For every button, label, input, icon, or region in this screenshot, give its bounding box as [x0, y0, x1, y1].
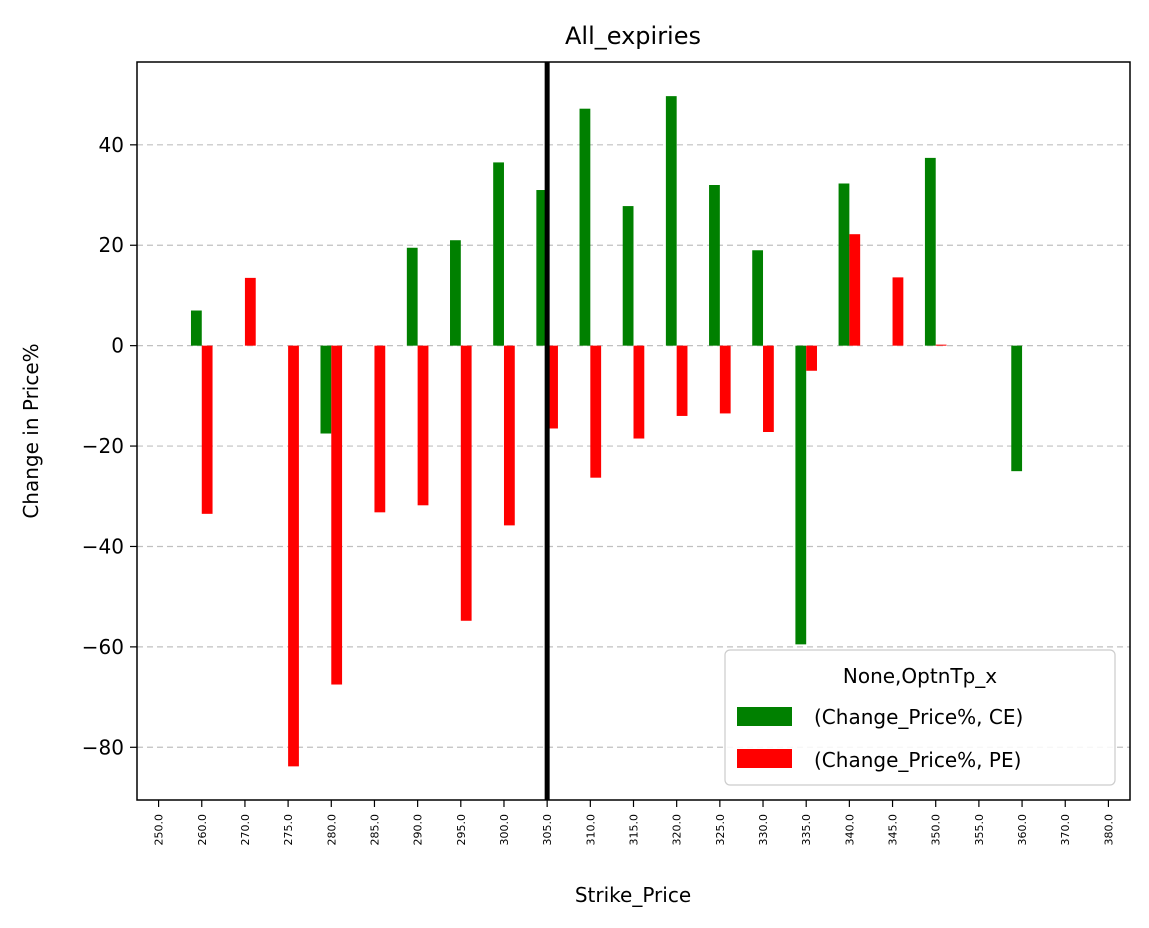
y-tick-label: 0 — [111, 334, 124, 358]
x-tick-label: 260.0 — [196, 814, 209, 846]
legend-label-ce: (Change_Price%, CE) — [814, 705, 1023, 729]
x-tick-label: 340.0 — [843, 814, 856, 846]
bar-ce — [536, 190, 548, 346]
y-tick-label: −40 — [82, 534, 124, 558]
bar-pe — [417, 345, 429, 506]
legend-swatch-ce — [737, 707, 792, 726]
bar-pe — [244, 277, 256, 346]
x-tick-label: 300.0 — [498, 814, 511, 846]
y-tick-label: −20 — [82, 434, 124, 458]
y-tick-label: 20 — [99, 233, 124, 257]
bar-pe — [676, 345, 688, 416]
x-tick-label: 330.0 — [757, 814, 770, 846]
x-tick-label: 305.0 — [541, 814, 554, 846]
legend-frame — [724, 649, 1116, 786]
x-tick-label: 355.0 — [973, 814, 986, 846]
x-tick-label: 310.0 — [584, 814, 597, 846]
bar-pe — [892, 277, 904, 346]
bar-ce — [1011, 345, 1023, 472]
legend-title: None,OptnTp_x — [843, 664, 997, 688]
x-tick-label: 315.0 — [628, 814, 641, 846]
x-tick-label: 370.0 — [1059, 814, 1072, 846]
bar-pe — [633, 345, 645, 439]
bar-ce — [709, 185, 720, 346]
x-tick-label: 295.0 — [455, 814, 468, 846]
bar-ce — [752, 250, 764, 346]
x-axis-title: Strike_Price — [575, 883, 691, 907]
legend-label-pe: (Change_Price%, PE) — [814, 748, 1021, 772]
x-axis: 250.0 260.0 270.0 275.0 280.0 285.0 290.0 295.0… — [153, 800, 1115, 846]
x-tick-label: 345.0 — [887, 814, 900, 846]
bar-ce — [622, 206, 634, 346]
x-tick-label: 285.0 — [368, 814, 381, 846]
bar-ce — [838, 183, 850, 346]
x-tick-label: 290.0 — [412, 814, 425, 846]
x-tick-label: 360.0 — [1016, 814, 1029, 846]
y-tick-label: −60 — [82, 635, 124, 659]
x-tick-label: 250.0 — [153, 814, 166, 846]
x-tick-label: 280.0 — [325, 814, 338, 846]
x-tick-label: 270.0 — [239, 814, 252, 846]
bar-pe — [460, 345, 472, 621]
y-tick-label: −80 — [82, 735, 124, 759]
legend: None,OptnTp_x (Change_Price%, CE) (Chang… — [724, 649, 1116, 786]
bar-pe — [763, 345, 774, 433]
bar-pe — [806, 345, 817, 371]
bar-pe — [849, 234, 861, 346]
y-tick-label: 40 — [99, 133, 124, 157]
bar-ce — [665, 96, 677, 346]
y-axis-title: Change in Price% — [19, 343, 43, 518]
bars — [190, 96, 1023, 767]
bar-pe — [547, 345, 558, 429]
bar-pe — [374, 345, 386, 513]
bar-ce — [924, 157, 936, 346]
bar-ce — [493, 162, 504, 346]
bar-ce — [406, 247, 418, 346]
bar-ce — [579, 108, 591, 346]
bar-ce — [320, 345, 332, 434]
bar-ce — [450, 240, 461, 346]
x-tick-label: 350.0 — [930, 814, 943, 846]
bar-pe — [503, 345, 515, 526]
x-tick-label: 320.0 — [671, 814, 684, 846]
bar-pe — [935, 344, 947, 346]
bar-pe — [719, 345, 731, 414]
x-tick-label: 275.0 — [282, 814, 295, 846]
bar-pe — [590, 345, 602, 478]
x-tick-label: 325.0 — [714, 814, 727, 846]
grid-lines — [137, 144, 1130, 748]
bar-ce — [190, 310, 202, 346]
bar-pe — [331, 345, 343, 685]
bar-pe — [288, 345, 299, 767]
y-axis: 40 20 0 −20 −40 −60 −80 — [82, 133, 137, 759]
x-tick-label: 335.0 — [800, 814, 813, 846]
chart-title: All_expiries — [565, 22, 701, 50]
bar-pe — [201, 345, 213, 514]
x-tick-label: 380.0 — [1102, 814, 1115, 846]
bar-ce — [795, 345, 807, 645]
legend-swatch-pe — [737, 749, 792, 768]
